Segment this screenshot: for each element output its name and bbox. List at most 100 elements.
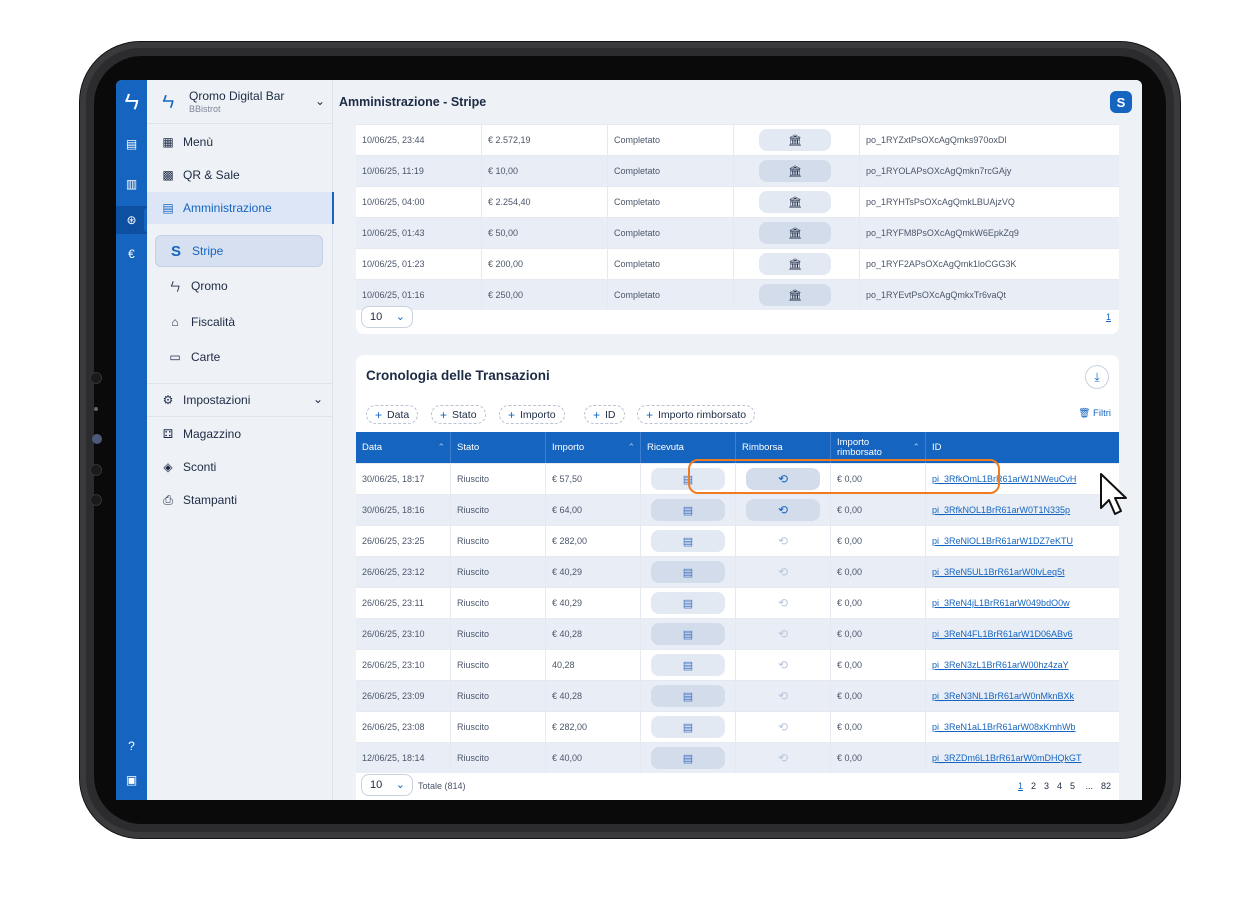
receipt-button[interactable]: ▤ xyxy=(651,592,725,614)
refund-button[interactable]: ⟲ xyxy=(746,747,820,769)
sidebar-subitem-carte[interactable]: ▭ Carte xyxy=(155,341,323,373)
cell-refunded: € 0,00 xyxy=(831,681,926,711)
page-link[interactable]: 2 xyxy=(1030,781,1036,791)
bank-button[interactable]: 🏛 xyxy=(759,253,831,275)
sidebar-item-label: Carte xyxy=(191,350,221,364)
bank-button[interactable]: 🏛 xyxy=(759,160,831,182)
page-link[interactable]: 4 xyxy=(1056,781,1062,791)
page-link[interactable]: 5 xyxy=(1069,781,1075,791)
refund-button[interactable]: ⟲ xyxy=(746,530,820,552)
bank-button[interactable]: 🏛 xyxy=(759,191,831,213)
menu-rail-icon[interactable]: ▤ xyxy=(125,137,138,151)
receipt-button[interactable]: ▤ xyxy=(651,499,725,521)
receipt-button[interactable]: ▤ xyxy=(651,561,725,583)
transaction-id-link[interactable]: pi_3RfkOmL1BrR61arW1NWeuCvH xyxy=(932,474,1077,484)
cell-date: 10/06/25, 01:23 xyxy=(356,249,482,279)
download-button[interactable]: ⤓ xyxy=(1085,365,1109,389)
brand-selector[interactable]: ㄣ Qromo Digital Bar BBistrot ⌄ xyxy=(147,80,333,124)
filter-chip-importo[interactable]: + Importo xyxy=(499,405,565,424)
sidebar-item-menu[interactable]: ▦ Menù xyxy=(147,126,333,158)
receipt-button[interactable]: ▤ xyxy=(651,716,725,738)
filter-chip-label: Importo xyxy=(520,408,556,421)
admin-grid-icon: ▤ xyxy=(162,201,174,215)
cell-id: pi_3ReN1aL1BrR61arW08xKmhWb xyxy=(926,712,1119,742)
cell-status: Riuscito xyxy=(451,743,546,773)
filter-chip-data[interactable]: + Data xyxy=(366,405,419,424)
page-link-current[interactable]: 1 xyxy=(1105,312,1111,322)
sidebar-subitem-fiscalita[interactable]: ⌂ Fiscalità xyxy=(155,306,323,338)
user-icon[interactable]: ▣ xyxy=(125,773,138,787)
cell-refund: ⟲ xyxy=(736,495,831,525)
sidebar-item-label: Fiscalità xyxy=(191,315,236,329)
bank-button[interactable]: 🏛 xyxy=(759,222,831,244)
receipt-icon: ▤ xyxy=(682,566,694,579)
cell-amount: € 64,00 xyxy=(546,495,641,525)
euro-rail-icon[interactable]: € xyxy=(128,247,135,261)
refund-button[interactable]: ⟲ xyxy=(746,654,820,676)
cell-id: po_1RYEvtPsOXcAgQmkxTr6vaQt xyxy=(866,290,1007,300)
app-screen: ㄣ ▤ ▥ ⊛ € ? ▣ ㄣ Qromo Digital Bar BBistr… xyxy=(116,80,1142,800)
transaction-id-link[interactable]: pi_3ReNlOL1BrR61arW1DZ7eKTU xyxy=(932,536,1074,546)
cell-status: Riuscito xyxy=(451,588,546,618)
help-icon[interactable]: ? xyxy=(128,739,135,753)
chevron-down-icon: ⌄ xyxy=(314,94,325,108)
sidebar-item-impostazioni[interactable]: ⚙ Impostazioni ⌄ xyxy=(147,384,333,416)
column-header-importo[interactable]: Importo ⌃ xyxy=(546,432,641,463)
receipt-button[interactable]: ▤ xyxy=(651,530,725,552)
refund-button[interactable]: ⟲ xyxy=(746,592,820,614)
sidebar-item-magazzino[interactable]: ⚃ Magazzino xyxy=(147,418,333,450)
refund-button[interactable]: ⟲ xyxy=(746,623,820,645)
transaction-id-link[interactable]: pi_3RZDm6L1BrR61arW0mDHQkGT xyxy=(932,753,1082,763)
page-link[interactable]: 1 xyxy=(1017,781,1023,791)
column-header-data[interactable]: Data ⌃ xyxy=(356,432,451,463)
cell-id: pi_3ReN3NL1BrR61arW0nMknBXk xyxy=(926,681,1119,711)
menu-book-icon: ▦ xyxy=(162,135,174,149)
sidebar-item-label: Amministrazione xyxy=(183,201,272,215)
filter-chip-importo-rimborsato[interactable]: + Importo rimborsato xyxy=(637,405,756,424)
sidebar-item-amministrazione[interactable]: ▤ Amministrazione xyxy=(147,192,334,224)
refund-button[interactable]: ⟲ xyxy=(746,561,820,583)
page-link[interactable]: 82 xyxy=(1100,781,1111,791)
filter-chip-id[interactable]: + ID xyxy=(584,405,625,424)
qromo-logo-icon[interactable]: ㄣ xyxy=(123,92,140,112)
transaction-id-link[interactable]: pi_3RfkNOL1BrR61arW0T1N335p xyxy=(932,505,1071,515)
stripe-account-button[interactable]: S xyxy=(1110,91,1132,113)
refund-button[interactable]: ⟲ xyxy=(746,716,820,738)
download-icon: ⤓ xyxy=(1094,369,1100,384)
sidebar-item-qr-sale[interactable]: ▩ QR & Sale xyxy=(147,159,333,191)
refund-button[interactable]: ⟲ xyxy=(746,685,820,707)
receipt-button[interactable]: ▤ xyxy=(651,654,725,676)
filters-button[interactable]: 🗑 Filtri xyxy=(1078,408,1111,419)
transaction-id-link[interactable]: pi_3ReN5UL1BrR61arW0lvLeq5t xyxy=(932,567,1065,577)
cell-status: Riuscito xyxy=(451,681,546,711)
sidebar-subitem-qromo[interactable]: ㄣ Qromo xyxy=(155,270,323,302)
sidebar-item-sconti[interactable]: ◈ Sconti xyxy=(147,451,333,483)
page-size-select[interactable]: 10 ⌄ xyxy=(361,306,413,328)
sidebar-item-label: Magazzino xyxy=(183,427,242,441)
stats-rail-icon[interactable]: ▥ xyxy=(125,177,138,191)
receipt-button[interactable]: ▤ xyxy=(651,623,725,645)
payouts-pager: 10 ⌄ 1 xyxy=(356,303,1119,334)
transaction-id-link[interactable]: pi_3ReN4FL1BrR61arW1D06ABv6 xyxy=(932,629,1073,639)
bank-button[interactable]: 🏛 xyxy=(759,284,831,306)
page-link[interactable]: 3 xyxy=(1043,781,1049,791)
filter-chip-stato[interactable]: + Stato xyxy=(431,405,486,424)
transaction-id-link[interactable]: pi_3ReN1aL1BrR61arW08xKmhWb xyxy=(932,722,1076,732)
column-header-importo-rimborsato[interactable]: Importo rimborsato ⌃ xyxy=(831,432,926,463)
transaction-id-link[interactable]: pi_3ReN3NL1BrR61arW0nMknBXk xyxy=(932,691,1075,701)
bank-button[interactable]: 🏛 xyxy=(759,129,831,151)
page-size-select[interactable]: 10 ⌄ xyxy=(361,774,413,796)
receipt-button[interactable]: ▤ xyxy=(651,747,725,769)
receipt-button[interactable]: ▤ xyxy=(651,685,725,707)
refund-button[interactable]: ⟲ xyxy=(746,499,820,521)
side-nav: ㄣ Qromo Digital Bar BBistrot ⌄ ▦ Menù ▩ … xyxy=(147,80,334,800)
sidebar-item-stampanti[interactable]: ⎙ Stampanti xyxy=(147,484,333,516)
transaction-id-link[interactable]: pi_3ReN4jL1BrR61arW049bdO0w xyxy=(932,598,1070,608)
sidebar-subitem-stripe[interactable]: S Stripe xyxy=(155,235,323,267)
cell-id: pi_3ReNlOL1BrR61arW1DZ7eKTU xyxy=(926,526,1119,556)
refund-button[interactable]: ⟲ xyxy=(746,468,820,490)
admin-rail-icon[interactable]: ⊛ xyxy=(116,206,150,234)
bank-icon: 🏛 xyxy=(788,165,802,178)
settings-icon: ⚙ xyxy=(162,393,174,407)
transaction-id-link[interactable]: pi_3ReN3zL1BrR61arW00hz4zaY xyxy=(932,660,1069,670)
